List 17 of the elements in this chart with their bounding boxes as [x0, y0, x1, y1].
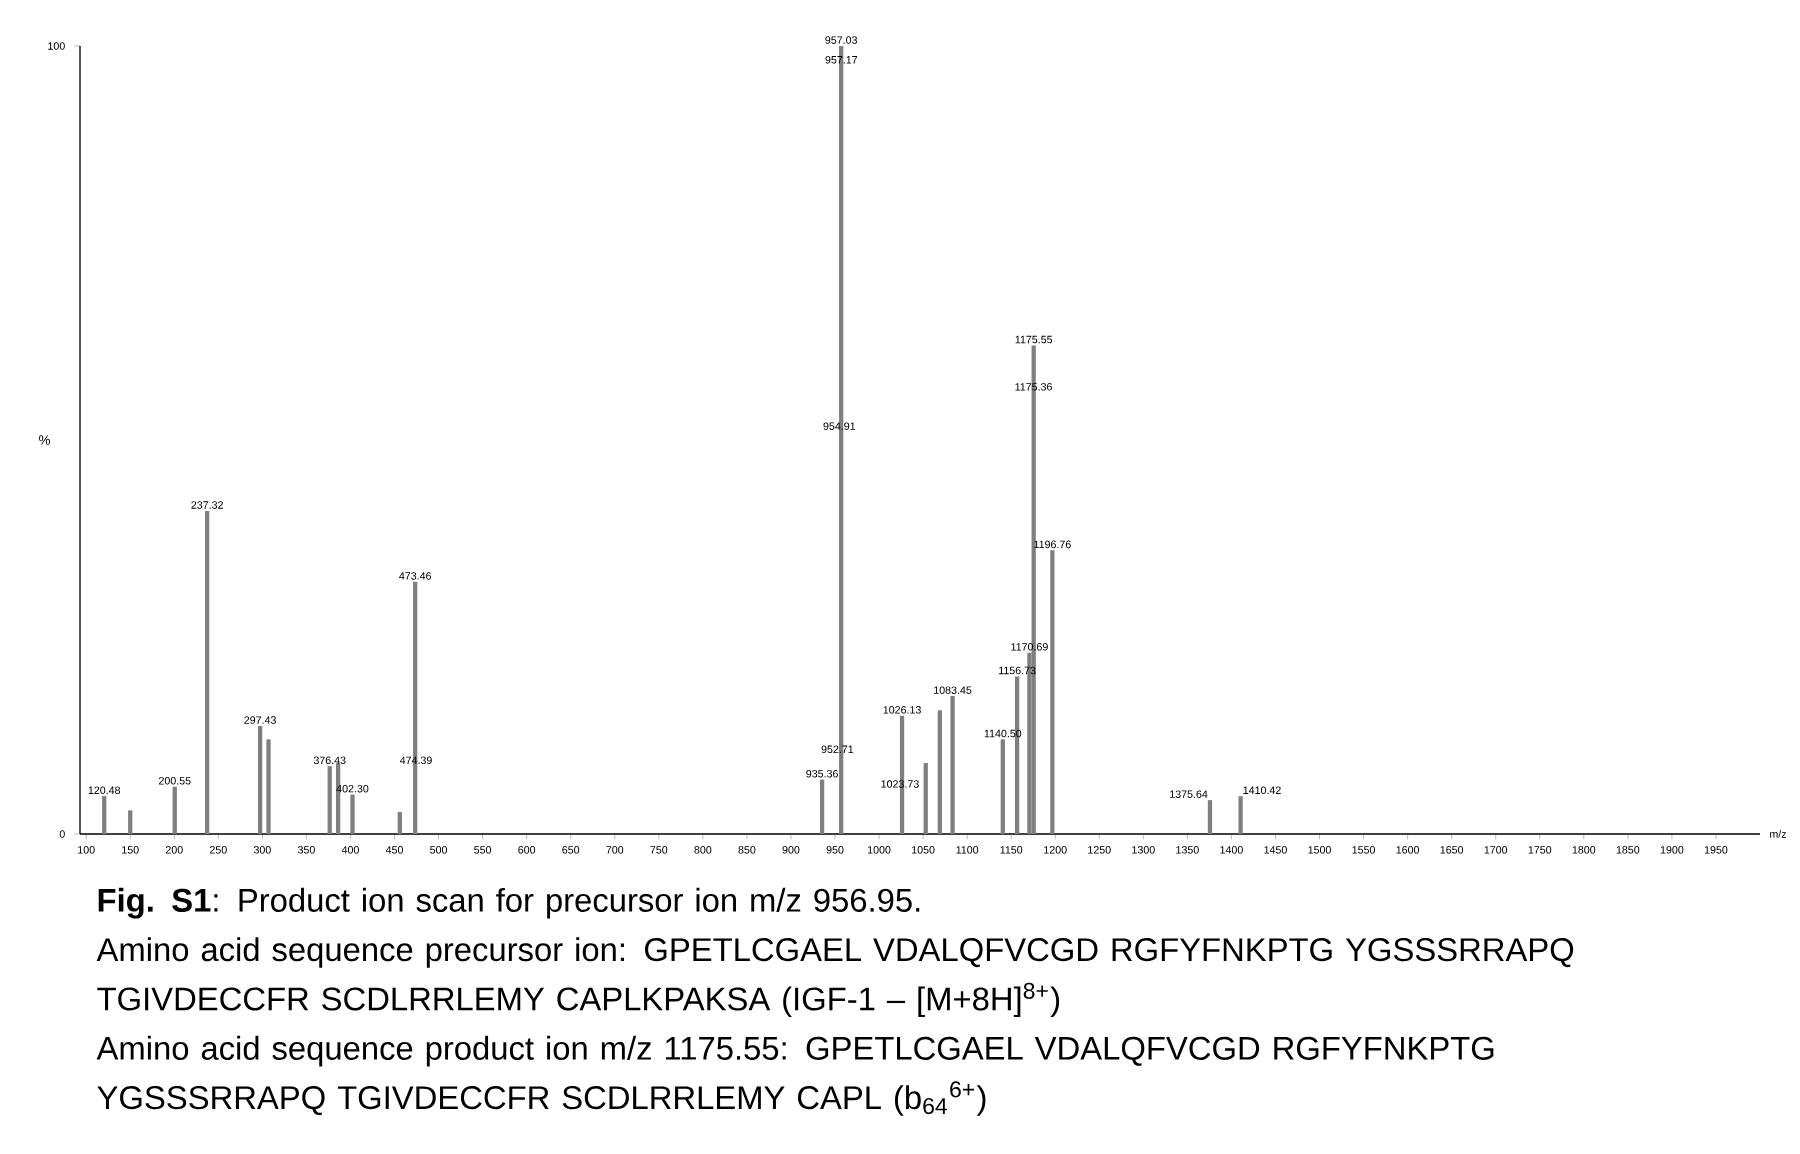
bar [1207, 800, 1213, 834]
bar [1050, 550, 1055, 834]
bar [397, 811, 402, 834]
text: Amino acid sequence precursor ion: GPETLCGAEL VDALQFVCGD RGFYFNKPTG YGSSSRRAPQ TGIVDECCFR SCDLRRLEMY CAPLKPAKSA (IGF-1 – [M+8H]$^{8+}$) [96, 937, 1574, 1018]
text: Amino acid sequence product ion m/z 1175.55: GPETLCGAEL VDALQFVCGD RGFYFNKPTG YGSSSRRAPQ TGIVDECCFR SCDLRRLEMY CAPL (b$_{64}$$^{6+}$) [96, 1035, 1494, 1116]
bar [266, 739, 271, 834]
bar [1238, 796, 1243, 834]
bar [937, 710, 942, 834]
bar [950, 696, 955, 834]
bar [819, 779, 825, 834]
bar [102, 796, 107, 834]
bar [923, 763, 928, 834]
bar [205, 510, 210, 834]
bar [257, 726, 263, 834]
text: Fig. S1: Product ion scan for precursor ion m/z 956.95. [98, 887, 920, 919]
bar [1000, 739, 1005, 834]
bar [327, 766, 332, 834]
